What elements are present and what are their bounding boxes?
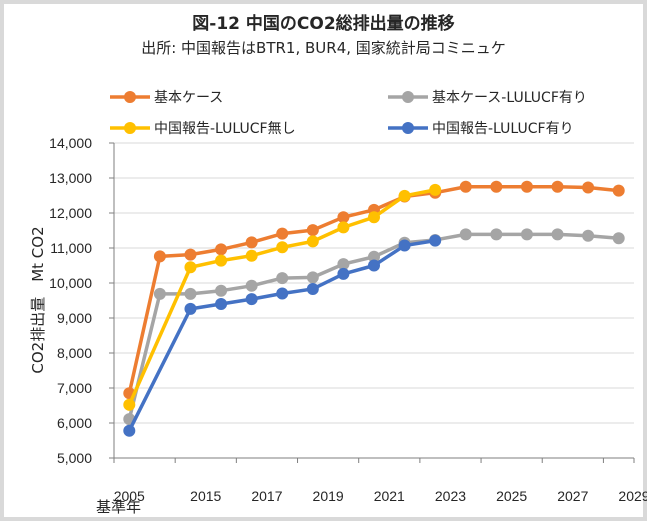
data-point (582, 229, 595, 242)
data-point (184, 248, 197, 261)
series-2 (123, 183, 442, 411)
x-tick-label: 2025 (496, 488, 527, 504)
data-point (306, 271, 319, 284)
x-tick-label: 2019 (313, 488, 344, 504)
data-point (153, 287, 166, 300)
data-point (276, 227, 289, 240)
data-point (123, 398, 136, 411)
data-point (429, 183, 442, 196)
x-tick-label: 2029 (618, 488, 647, 504)
legend-label: 中国報告-LULUCF有り (432, 121, 574, 137)
data-point (368, 259, 380, 272)
data-point (215, 284, 228, 297)
data-point (184, 302, 197, 315)
x-tick-label: 2027 (557, 488, 588, 504)
legend-label: 中国報告-LULUCF無し (154, 121, 296, 137)
data-point (459, 180, 472, 193)
data-point (398, 189, 411, 202)
data-point (398, 239, 411, 252)
legend-item: 基本ケース-LULUCF有り (388, 89, 587, 106)
x-tick-label: 2015 (190, 488, 221, 504)
data-point (245, 293, 258, 306)
data-point (551, 228, 564, 241)
x-tick-label: 2021 (374, 488, 405, 504)
chart-title: 図-12 中国のCO2総排出量の推移 (192, 14, 455, 34)
y-tick-label: 13,000 (49, 170, 92, 186)
legend-swatch-marker (124, 122, 136, 134)
y-tick-label: 14,000 (49, 135, 92, 151)
series-line (127, 188, 436, 406)
x-tick-label: 2017 (251, 488, 282, 504)
y-tick-label: 5,000 (57, 450, 92, 466)
x-tick-label: 2023 (435, 488, 466, 504)
legend-item: 中国報告-LULUCF無し (110, 121, 296, 137)
data-point (276, 287, 289, 300)
y-axis-title: CO2排出量 Mt CO2 (29, 226, 47, 373)
data-point (520, 180, 533, 193)
x-axis-title: 基準年 (96, 498, 141, 516)
y-tick-label: 11,000 (50, 240, 92, 256)
y-tick-label: 6,000 (57, 415, 92, 431)
data-point (612, 184, 625, 197)
data-point (520, 228, 533, 241)
data-point (276, 272, 289, 285)
data-point (337, 267, 350, 280)
data-point (245, 249, 258, 262)
data-point (306, 235, 319, 248)
data-point (612, 232, 625, 245)
data-point (245, 279, 258, 292)
data-point (306, 224, 319, 237)
data-point (184, 287, 197, 300)
chart-card (4, 4, 643, 517)
data-point (215, 243, 228, 256)
data-point (276, 241, 289, 254)
data-point (429, 234, 442, 247)
data-point (337, 258, 350, 271)
data-point (368, 250, 380, 263)
data-point (582, 181, 595, 194)
data-point (459, 228, 472, 241)
legend-label: 基本ケース-LULUCF有り (432, 89, 587, 106)
chart-subtitle: 出所: 中国報告はBTR1, BUR4, 国家統計局コミニュケ (141, 39, 506, 57)
y-tick-label: 8,000 (57, 345, 92, 361)
data-point (215, 254, 228, 267)
data-point (551, 180, 564, 193)
data-point (368, 211, 380, 224)
data-point (490, 228, 503, 241)
legend-label: 基本ケース (154, 89, 223, 106)
data-point (215, 298, 228, 310)
series-3 (123, 234, 442, 437)
y-tick-label: 10,000 (49, 275, 92, 291)
data-point (245, 236, 258, 249)
series-line (127, 238, 436, 432)
data-point (306, 282, 319, 295)
axes: 5,000 6,000 7,000 8,000 9,000 10,000 11,000 12,… (49, 135, 647, 504)
data-point (153, 250, 166, 263)
legend-swatch-marker (402, 122, 414, 134)
x-tick-label: 2005 (114, 488, 145, 504)
data-point (337, 221, 350, 234)
series-lines (123, 180, 625, 437)
legend-item: 中国報告-LULUCF有り (388, 121, 574, 137)
data-point (184, 261, 197, 274)
y-tick-label: 9,000 (57, 310, 92, 326)
data-point (123, 424, 136, 437)
legend-swatch-marker (124, 91, 136, 103)
data-point (490, 180, 503, 193)
legend-swatch-marker (402, 91, 414, 103)
series-1 (123, 228, 625, 426)
y-tick-label: 12,000 (49, 205, 92, 221)
legend-item: 基本ケース (110, 89, 223, 106)
y-tick-label: 7,000 (57, 380, 92, 396)
data-point (337, 211, 350, 224)
